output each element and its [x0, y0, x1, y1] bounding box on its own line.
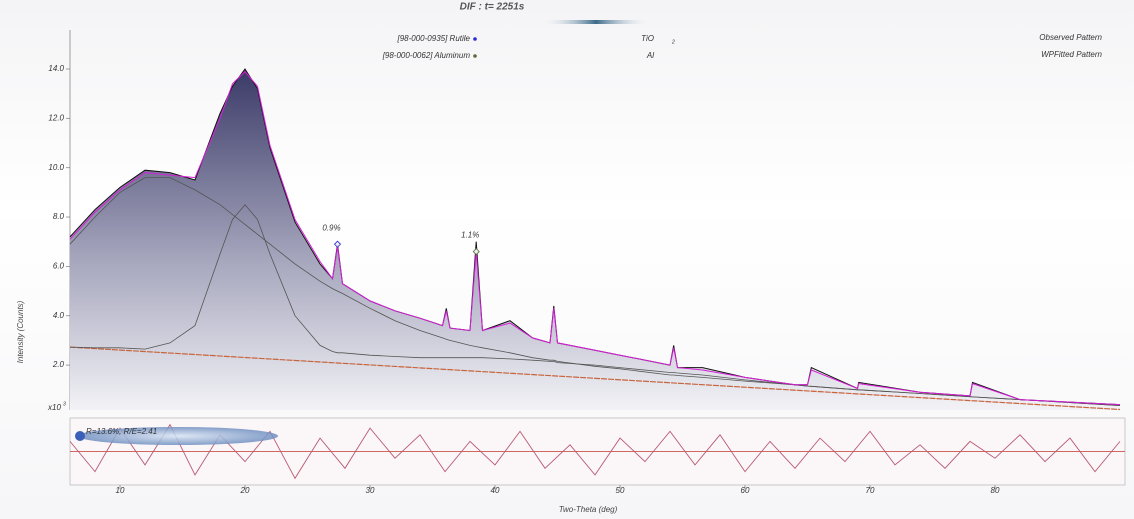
y-tick-label: 10.0 — [48, 163, 64, 172]
phase-subscript: 2 — [671, 39, 675, 45]
x-tick-label: 40 — [491, 486, 500, 495]
phase-name: [98-000-0935] Rutile — [397, 34, 471, 43]
y-tick-label: 2.0 — [52, 360, 65, 369]
residual-line — [69, 423, 1121, 480]
residual-badge — [78, 427, 278, 445]
x-axis-label: Two-Theta (deg) — [559, 505, 618, 514]
x-tick-label: 10 — [116, 486, 125, 495]
peak-marker — [333, 240, 342, 248]
component-line — [69, 204, 1121, 406]
x-tick-label: 70 — [866, 486, 875, 495]
peak-label: 0.9% — [322, 223, 340, 232]
phase-marker — [473, 54, 477, 58]
x-tick-label: 60 — [741, 486, 750, 495]
y-multiplier-exponent: 3 — [63, 401, 66, 407]
phase-name: [98-000-0062] Aluminum — [382, 51, 471, 60]
background-line — [69, 346, 1121, 411]
phase-formula: TiO — [641, 34, 654, 43]
y-tick-label: 14.0 — [48, 64, 64, 73]
y-tick-label: 8.0 — [53, 212, 65, 221]
peak-marker — [472, 248, 480, 256]
y-tick-label: 6.0 — [53, 261, 65, 270]
peak-label: 1.1% — [461, 231, 479, 240]
y-tick-label: 12.0 — [48, 113, 64, 122]
phase-marker — [473, 37, 477, 41]
legend-label: Observed Pattern — [1039, 33, 1102, 42]
chart-title: DIF : t= 2251s — [460, 2, 525, 13]
progress-bar — [540, 20, 652, 24]
y-multiplier: x10 — [47, 403, 61, 412]
residual-dot — [75, 431, 85, 441]
y-tick-label: 4.0 — [53, 311, 65, 320]
legend-label: WPFitted Pattern — [1041, 50, 1102, 59]
y-axis-label: Intensity (Counts) — [16, 300, 25, 363]
x-tick-label: 50 — [616, 486, 625, 495]
observed-area — [70, 69, 1120, 410]
x-tick-label: 30 — [366, 486, 375, 495]
series-line — [69, 70, 1121, 406]
x-tick-label: 20 — [240, 486, 250, 495]
phase-formula: Al — [646, 51, 654, 60]
x-tick-label: 80 — [991, 486, 1000, 495]
residual-stats: R=13.6%, R/E=2.41 — [86, 427, 157, 436]
